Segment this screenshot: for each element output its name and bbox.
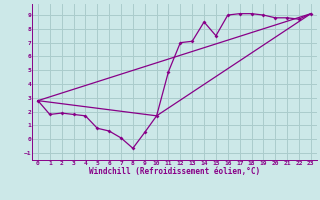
- X-axis label: Windchill (Refroidissement éolien,°C): Windchill (Refroidissement éolien,°C): [89, 167, 260, 176]
